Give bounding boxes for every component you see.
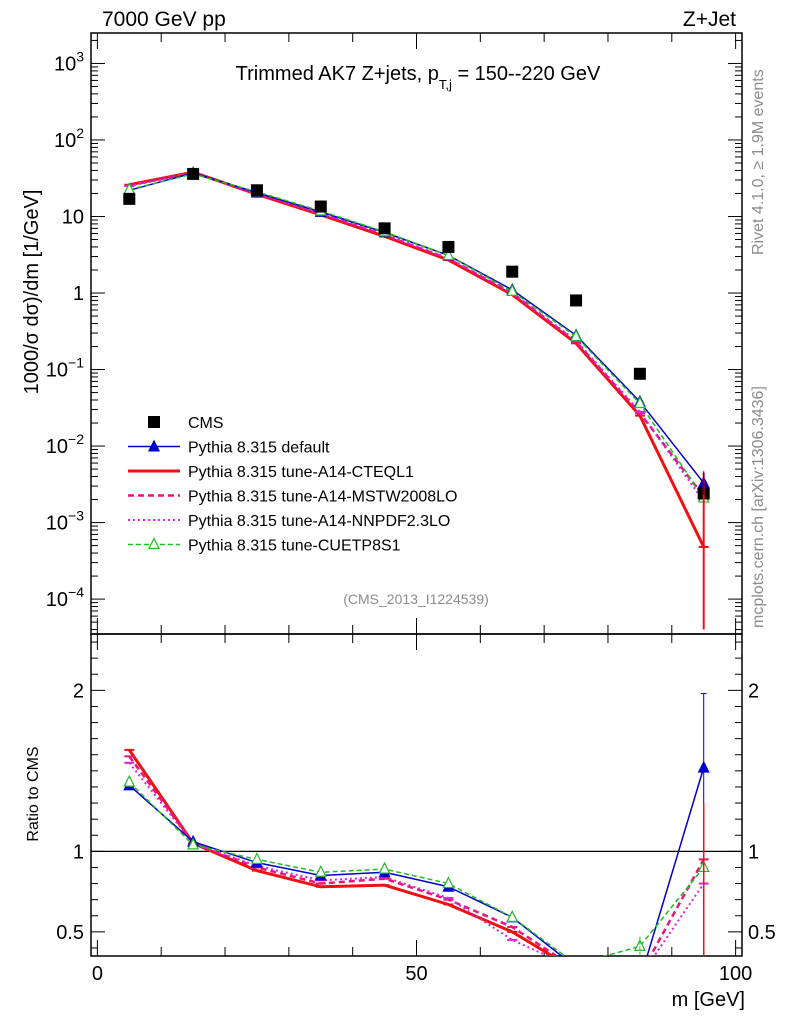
legend-label-cteql1: Pythia 8.315 tune-A14-CTEQL1 [188,464,414,481]
ratio-point-default [570,960,582,972]
legend-item-cuetp8s1: Pythia 8.315 tune-CUETP8S1 [128,537,401,555]
ratio-point-cuetp8s1 [314,864,327,877]
data-point-cms [314,200,327,213]
y-tick-label: 10−3 [46,508,84,535]
legend: CMS Pythia 8.315 default Pythia 8.315 tune… [128,415,457,555]
title-tail: = 150--220 GeV [452,63,601,85]
x-tick-label: 100 [719,963,752,985]
mcplots-label: mcplots.cern.ch [arXiv:1306.3436] [750,386,767,628]
data-point-cms [570,294,583,307]
ratio-tick-label-left: 2 [73,680,84,702]
svg-text:Trimmed AK7 Z+jets, pT,j = 150: Trimmed AK7 Z+jets, pT,j = 150--220 GeV [236,63,601,92]
data-point-cuetp8s1 [633,396,646,409]
y-tick-label: 10 [62,206,84,228]
data-point-cms [187,167,200,180]
ratio-point-cuetp8s1 [442,876,455,889]
x-axis-label: m [GeV] [672,989,745,1011]
x-axis-ticks: 0 50 100 [92,33,752,985]
y-tick-label: 10−1 [46,355,84,382]
ratio-tick-label-right: 2 [748,680,759,702]
ratio-line-cteql1 [128,749,556,956]
data-point-cms [123,192,136,205]
series-line-nnpdf [129,171,705,502]
ratio-plot-frame [90,633,743,957]
x-tick-label: 50 [405,963,427,985]
ratio-series-cuetp8s1 [123,774,710,968]
legend-item-mstw: Pythia 8.315 tune-A14-MSTW2008LO [128,489,457,506]
legend-item-cteql1: Pythia 8.315 tune-A14-CTEQL1 [128,464,414,481]
ratio-y-axis-label: Ratio to CMS [25,746,42,841]
y-tick-label: 10−4 [46,584,84,611]
ratio-point-cuetp8s1 [571,958,581,968]
ratio-tick-label-right: 1 [748,841,759,863]
y-tick-label: 10−2 [46,431,84,458]
rivet-version-label: Rivet 4.1.0, ≥ 1.9M events [750,69,767,255]
ratio-point-cuetp8s1 [123,774,136,787]
y-axis-label: 1000/σ dσ)/dm [1/GeV] [21,190,43,395]
ratio-point-cuetp8s1 [633,938,646,951]
ratio-tick-label-left: 0.5 [56,922,84,944]
header-left-label: 7000 GeV pp [102,8,226,31]
legend-marker-cuetp8s1 [148,537,160,550]
legend-item-cms: CMS [148,415,224,432]
ratio-point-cuetp8s1 [506,910,519,922]
data-point-cms [506,265,519,278]
y-tick-label: 1 [73,283,84,305]
header-right-label: Z+Jet [683,8,736,31]
legend-marker-default [148,439,160,452]
y-tick-label: 102 [54,125,84,152]
data-point-cuetp8s1 [506,284,519,296]
ratio-axis-ticks: 2 2 1 1 0.5 0.5 [56,641,776,949]
legend-marker-cms [148,416,160,428]
legend-item-default: Pythia 8.315 default [128,439,330,457]
legend-label-cuetp8s1: Pythia 8.315 tune-CUETP8S1 [188,538,401,555]
ratio-point-cuetp8s1 [250,852,263,865]
legend-label-default: Pythia 8.315 default [188,440,330,457]
legend-item-nnpdf: Pythia 8.315 tune-A14-NNPDF2.3LO [128,513,450,530]
analysis-id-label: (CMS_2013_I1224539) [343,591,489,607]
ratio-tick-label-right: 0.5 [748,922,776,944]
title-subscript: T,j [439,77,452,92]
data-point-cms [250,184,263,197]
data-point-cms [633,367,646,380]
data-point-cuetp8s1 [570,329,583,342]
ratio-line-cuetp8s1 [128,781,705,956]
ratio-point-cuetp8s1 [187,837,200,850]
ratio-series [123,693,710,985]
plot-title: Trimmed AK7 Z+jets, pT,j = 150--220 GeV [236,63,601,92]
y-tick-label: 103 [54,48,84,75]
series-line-cuetp8s1 [129,173,705,499]
series-cms [123,167,710,500]
data-point-cuetp8s1 [442,248,455,261]
legend-label-cms: CMS [188,415,224,432]
ratio-line-nnpdf [128,762,705,956]
ratio-point-cuetp8s1 [378,861,391,874]
data-point-cms [378,222,391,235]
main-series [123,166,710,630]
legend-label-nnpdf: Pythia 8.315 tune-A14-NNPDF2.3LO [188,513,450,530]
series-line-default [129,172,705,484]
title-main: Trimmed AK7 Z+jets, p [236,63,439,85]
ratio-tick-label-left: 1 [73,841,84,863]
legend-label-mstw: Pythia 8.315 tune-A14-MSTW2008LO [188,489,457,506]
ratio-point-default [634,973,646,985]
data-point-cms [442,240,455,253]
x-tick-label: 0 [92,963,103,985]
